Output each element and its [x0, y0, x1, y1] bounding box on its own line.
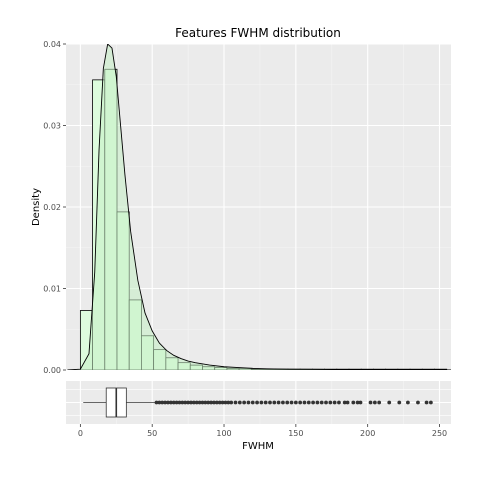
boxplot-outlier	[342, 400, 347, 405]
x-tick-label: 250	[432, 429, 447, 438]
x-axis-title: FWHM	[242, 441, 274, 452]
boxplot-outlier	[217, 400, 222, 405]
boxplot-panel	[66, 381, 451, 424]
density-curve	[67, 44, 451, 370]
boxplot-outlier	[355, 400, 360, 405]
boxplot-outlier	[428, 400, 433, 405]
boxplot-outlier	[289, 400, 294, 405]
boxplot-outlier	[237, 400, 242, 405]
boxplot-outlier	[302, 400, 307, 405]
boxplot-outlier	[397, 400, 402, 405]
x-tick-label: 0	[78, 429, 83, 438]
boxplot-outlier	[345, 400, 350, 405]
boxplot-outlier	[242, 400, 247, 405]
boxplot-outlier	[194, 400, 199, 405]
boxplot-outlier	[281, 400, 285, 405]
boxplot-outlier	[372, 400, 377, 405]
x-axis: 0 50 100 150 200 250	[78, 424, 447, 438]
boxplot-outlier	[189, 400, 193, 405]
boxplot-outlier	[328, 400, 333, 405]
y-tick-label: 0.00	[43, 366, 61, 375]
boxplot-outlier	[171, 400, 176, 405]
y-axis: 0.00 0.01 0.02 0.03 0.04	[43, 40, 66, 375]
boxplot-outlier	[220, 400, 225, 405]
boxplot-outlier	[212, 400, 216, 405]
boxplot-outlier	[186, 400, 191, 405]
boxplot-outlier	[424, 400, 429, 405]
boxplot-outlier	[268, 400, 272, 405]
boxplot-outlier	[255, 400, 259, 405]
boxplot-outlier	[180, 400, 185, 405]
boxplot-outlier	[351, 400, 356, 405]
x-tick-label: 50	[147, 429, 157, 438]
boxplot-outlier	[200, 400, 205, 405]
boxplot-outlier	[191, 400, 196, 405]
boxplot-outlier	[332, 400, 337, 405]
boxplot-outlier	[154, 400, 159, 405]
boxplot-outlier	[319, 400, 324, 405]
boxplot-outlier	[285, 400, 290, 405]
boxplot-outlier	[174, 400, 179, 405]
boxplot-outlier	[233, 400, 238, 405]
boxplot-outlier	[387, 400, 392, 405]
boxplot-outlier	[324, 400, 328, 405]
boxplot-outlier	[306, 400, 311, 405]
boxplot-outlier	[298, 400, 303, 405]
boxplot-outlier	[166, 400, 170, 405]
boxplot-outlier	[206, 400, 211, 405]
boxplot-outlier	[203, 400, 208, 405]
boxplot-outlier	[177, 400, 182, 405]
boxplot-outlier	[416, 400, 420, 405]
y-tick-label: 0.04	[43, 40, 61, 49]
boxplot-outlier	[368, 400, 373, 405]
x-tick-label: 100	[216, 429, 231, 438]
boxplot-outlier	[157, 400, 162, 405]
boxplot-outlier	[226, 400, 231, 405]
boxplot-outlier	[197, 400, 202, 405]
boxplot-outlier	[229, 400, 234, 405]
boxplot-outlier	[406, 400, 410, 405]
boxplot-outlier	[246, 400, 251, 405]
boxplot-outlier	[209, 400, 213, 405]
boxplot-outlier	[168, 400, 173, 405]
boxplot-outlier	[163, 400, 168, 405]
density-area	[67, 44, 451, 370]
boxplot-outlier	[263, 400, 268, 405]
boxplot-outlier	[223, 400, 228, 405]
chart-title: Features FWHM distribution	[175, 26, 341, 40]
boxplot-outlier	[358, 400, 363, 405]
y-tick-label: 0.02	[43, 203, 61, 212]
boxplot-outlier	[293, 400, 298, 405]
x-tick-label: 150	[288, 429, 303, 438]
boxplot-outlier	[272, 400, 277, 405]
y-tick-label: 0.01	[43, 285, 61, 294]
density-panel	[66, 43, 451, 371]
boxplot-outlier	[276, 400, 281, 405]
boxplot-outlier	[259, 400, 264, 405]
boxplot-outlier	[183, 400, 188, 405]
boxplot-outlier	[377, 400, 382, 405]
boxplot-outlier	[250, 400, 255, 405]
boxplot-outlier	[315, 400, 320, 405]
boxplot-outlier	[214, 400, 219, 405]
boxplot-outlier	[337, 400, 341, 405]
y-tick-label: 0.03	[43, 122, 61, 131]
boxplot-outlier	[160, 400, 165, 405]
boxplot-outlier	[311, 400, 315, 405]
x-tick-label: 200	[360, 429, 375, 438]
y-axis-title: Density	[31, 188, 42, 226]
density-plot-area	[67, 44, 451, 370]
